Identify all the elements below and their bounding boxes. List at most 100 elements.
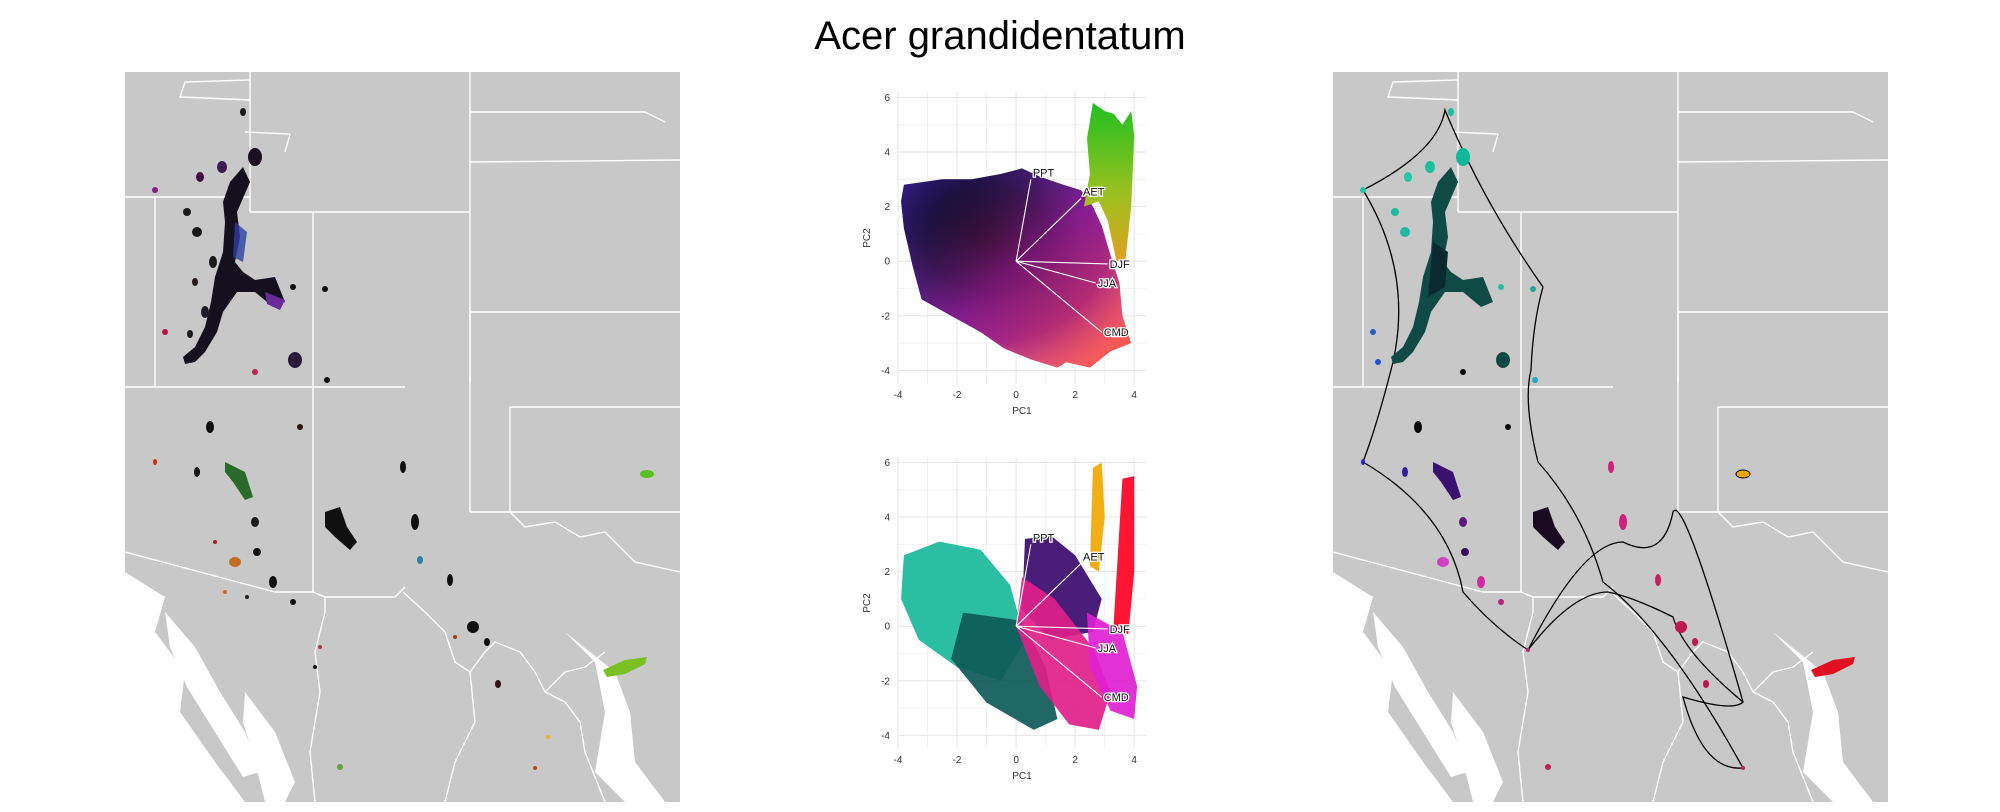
- blob-i: [187, 330, 193, 338]
- vector-label: JJA: [1098, 278, 1117, 290]
- y-tick-label: 6: [884, 458, 890, 469]
- blob-ah: [290, 599, 296, 605]
- pca-top-panel: PPT AET CMD JJA DJF -4 -2 0 2 4 -4 -2 0 2 4 6 PC1 PC2: [858, 72, 1168, 442]
- blob-al: [318, 645, 322, 649]
- x-tick-label: 2: [1072, 755, 1078, 766]
- pca-point-cloud-overlay: [901, 168, 1132, 368]
- alpha-hull: [1362, 107, 1745, 769]
- y-tick-label: -4: [881, 731, 890, 742]
- blob-ae: [253, 548, 261, 556]
- vector-label: CMD: [1104, 327, 1129, 339]
- blob-q: [1532, 377, 1538, 383]
- blob-b: [1425, 161, 1435, 173]
- vector-arrow: [1015, 544, 1032, 627]
- state-boundaries: [125, 72, 680, 802]
- blob-ak: [213, 540, 217, 544]
- x-tick-label: -4: [894, 755, 903, 766]
- blob-ai: [223, 590, 227, 594]
- blob-s: [297, 424, 303, 430]
- map-right-panel: [1333, 72, 1888, 802]
- vector-label: JJA: [1098, 643, 1117, 655]
- blob-big: [325, 507, 357, 550]
- vector-arrow: [1015, 260, 1096, 284]
- vector-label: PPT: [1033, 532, 1055, 544]
- vector-arrow: [1016, 625, 1108, 630]
- blob-q: [324, 377, 330, 383]
- pca-bottom-panel: PPT AET CMD JJA DJF -4 -2 0 2 4 -4 -2 0 2 4 6 PC1 PC2: [858, 437, 1168, 807]
- blob-ad: [251, 517, 259, 527]
- y-ticks: -4 -2 0 2 4 6: [881, 458, 890, 742]
- blob-r: [1414, 421, 1422, 433]
- blob-t: [194, 467, 200, 477]
- occurrence-blobs: [1360, 108, 1855, 770]
- pca-bottom-svg: PPT AET CMD JJA DJF -4 -2 0 2 4 -4 -2 0 2 4 6 PC1 PC2: [862, 457, 1146, 782]
- x-ticks: -4 -2 0 2 4: [894, 390, 1138, 401]
- blob-ap: [546, 735, 550, 739]
- blob-n: [240, 108, 246, 116]
- blob-j: [1496, 352, 1510, 368]
- blob-u: [153, 459, 157, 465]
- blob-ac: [1703, 680, 1709, 688]
- y-tick-label: -4: [881, 366, 890, 377]
- blob-w: [1619, 514, 1627, 530]
- pca-vectors: PPT AET CMD JJA DJF: [1015, 166, 1131, 340]
- occurrence-blobs: [152, 108, 654, 770]
- vector-arrow: [1015, 198, 1082, 262]
- blob-main-tint2: [265, 292, 285, 310]
- blob-main-dark: [1428, 242, 1448, 297]
- blob-n: [1448, 108, 1454, 116]
- vector-label: CMD: [1104, 692, 1129, 704]
- blob-e: [1400, 227, 1410, 237]
- blob-af: [1437, 557, 1449, 567]
- y-tick-label: -2: [881, 676, 890, 687]
- blob-c: [1404, 172, 1412, 182]
- blob-l: [1370, 329, 1376, 335]
- pca-cluster-4: [1087, 612, 1138, 719]
- blob-af: [229, 557, 241, 567]
- y-tick-label: -2: [881, 311, 890, 322]
- blob-k: [252, 369, 258, 375]
- alpha-hull-inner: [1527, 591, 1744, 703]
- x-axis-label: PC1: [1012, 771, 1032, 782]
- x-tick-label: 4: [1131, 390, 1137, 401]
- figure-title: Acer grandidentatum: [814, 14, 1186, 58]
- blob-o: [1498, 284, 1504, 290]
- y-tick-label: 2: [884, 567, 890, 578]
- y-axis-label: PC2: [862, 228, 873, 248]
- map-coast-east: [1773, 632, 1873, 802]
- vector-arrow: [1015, 625, 1096, 649]
- blob-aq: [533, 766, 537, 770]
- blob-main-tint: [233, 222, 247, 262]
- vector-label: PPT: [1033, 167, 1055, 179]
- blob-p: [322, 286, 328, 292]
- y-tick-label: 4: [884, 148, 890, 159]
- blob-l: [162, 329, 168, 335]
- x-tick-label: -4: [894, 390, 903, 401]
- blob-an: [1735, 469, 1751, 479]
- blob-u: [1361, 459, 1365, 465]
- y-tick-label: 0: [884, 622, 890, 633]
- blob-ag: [1477, 576, 1485, 588]
- x-tick-label: 4: [1131, 755, 1137, 766]
- pca-cluster-5: [1089, 462, 1105, 572]
- blob-b: [217, 161, 227, 173]
- vector-label: DJF: [1110, 624, 1130, 636]
- vector-arrow: [1016, 260, 1108, 265]
- x-ticks: -4 -2 0 2 4: [894, 755, 1138, 766]
- map-land: [1333, 72, 1888, 802]
- blob-k: [1460, 369, 1466, 375]
- blob-ao: [603, 657, 647, 677]
- blob-purple: [1433, 462, 1461, 500]
- map-left-svg: [125, 72, 680, 802]
- y-ticks: -4 -2 0 2 4 6: [881, 93, 890, 377]
- blob-d: [183, 208, 191, 216]
- blob-y: [447, 574, 453, 586]
- pca-vectors: PPT AET CMD JJA DJF: [1015, 531, 1131, 705]
- blob-m: [1360, 187, 1366, 193]
- x-tick-label: 0: [1013, 390, 1019, 401]
- y-tick-label: 6: [884, 93, 890, 104]
- blob-ad: [1459, 517, 1467, 527]
- map-gulf-south: [243, 692, 295, 802]
- blob-o: [290, 284, 296, 290]
- blob-aa: [1692, 638, 1698, 646]
